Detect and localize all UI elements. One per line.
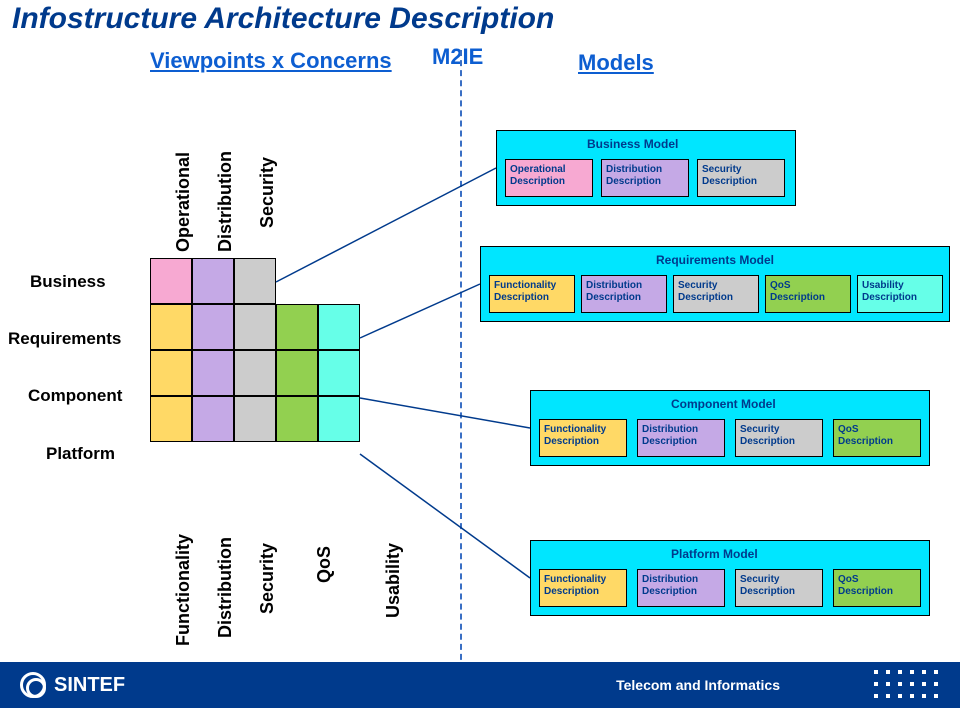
stage: Infostructure Architecture Description V… [0,0,960,708]
description-box: FunctionalityDescription [539,569,627,607]
column-label: Security [257,157,278,228]
sintef-icon [20,672,46,698]
model-business: Business Model OperationalDescriptionDist… [496,130,796,206]
footer: SINTEF Telecom and Informatics [0,660,960,708]
matrix-cell [192,350,234,396]
footer-text: Telecom and Informatics [616,677,780,693]
description-box: QoSDescription [833,419,921,457]
model-title: Component Model [671,397,776,411]
row-label: Business [30,272,106,292]
description-box: DistributionDescription [637,569,725,607]
row-label: Platform [46,444,115,464]
model-requirements: Requirements Model FunctionalityDescripti… [480,246,950,322]
description-box: OperationalDescription [505,159,593,197]
matrix-cell [192,258,234,304]
column-label: QoS [314,546,335,583]
matrix-cell [234,304,276,350]
description-box: SecurityDescription [673,275,759,313]
matrix-cell [276,350,318,396]
description-box: SecurityDescription [735,419,823,457]
matrix-cell [150,396,192,442]
description-box: QoSDescription [765,275,851,313]
matrix-cell [276,396,318,442]
label-viewpoints: Viewpoints x Concerns [150,48,392,74]
column-label: Distribution [215,537,236,638]
model-title: Business Model [587,137,678,151]
model-component: Component Model FunctionalityDescription D… [530,390,930,466]
matrix-cell [150,258,192,304]
description-box: FunctionalityDescription [489,275,575,313]
matrix-cell [276,304,318,350]
label-models: Models [578,50,654,76]
matrix-cell [318,396,360,442]
model-title: Requirements Model [656,253,774,267]
model-title: Platform Model [671,547,758,561]
matrix-cell [150,350,192,396]
description-box: SecurityDescription [697,159,785,197]
description-box: FunctionalityDescription [539,419,627,457]
description-box: UsabilityDescription [857,275,943,313]
column-label: Security [257,543,278,614]
column-label: Functionality [173,534,194,646]
matrix-cell [318,350,360,396]
description-box: SecurityDescription [735,569,823,607]
dots-icon [874,670,942,702]
column-label: Operational [173,152,194,252]
description-box: QoSDescription [833,569,921,607]
description-box: DistributionDescription [601,159,689,197]
brand-logo: SINTEF [20,672,125,698]
description-box: DistributionDescription [581,275,667,313]
row-label: Component [28,386,122,406]
row-label: Requirements [8,329,121,349]
matrix-cell [192,396,234,442]
matrix-cell [234,258,276,304]
column-label: Distribution [215,151,236,252]
brand-text: SINTEF [54,674,125,697]
page-title: Infostructure Architecture Description [12,2,554,36]
matrix-cell [192,304,234,350]
matrix-cell [234,396,276,442]
column-label: Usability [383,543,404,618]
divider-dashed [460,50,462,670]
description-box: DistributionDescription [637,419,725,457]
matrix-cell [318,304,360,350]
model-platform: Platform Model FunctionalityDescription Di… [530,540,930,616]
matrix-cell [234,350,276,396]
label-m2ie: M2IE [432,44,483,70]
matrix-cell [150,304,192,350]
